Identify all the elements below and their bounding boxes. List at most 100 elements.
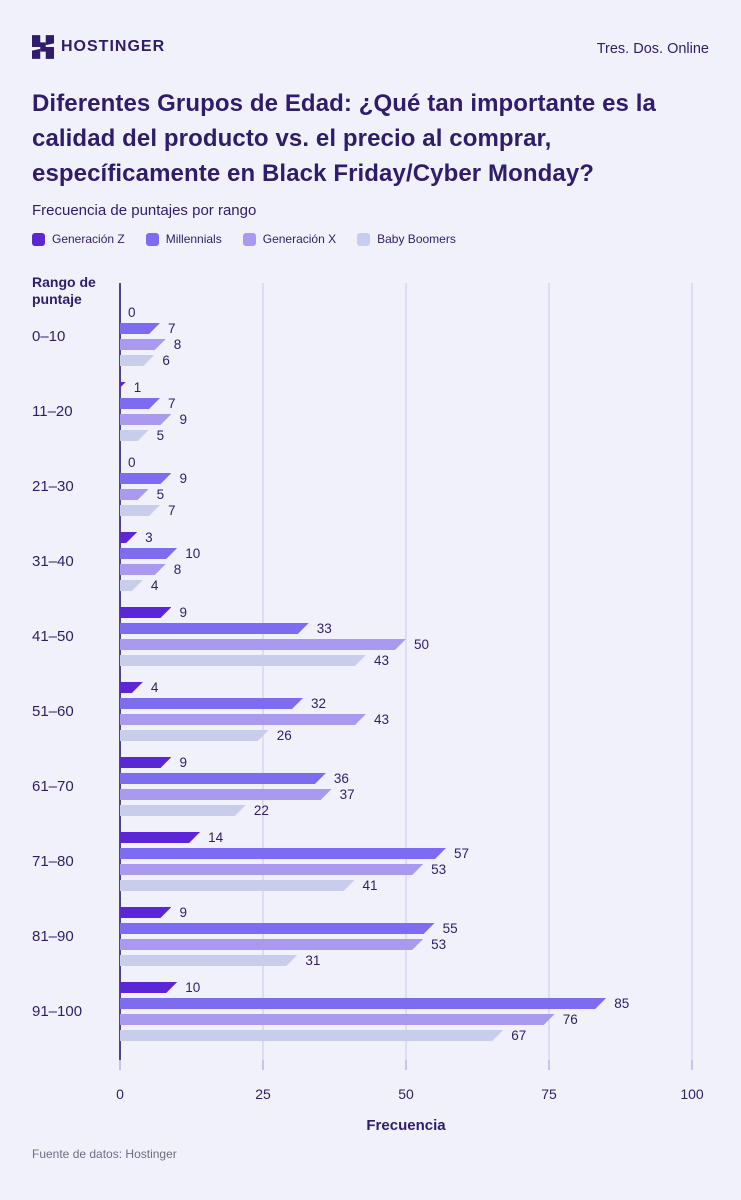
tick-mark: [119, 1060, 121, 1070]
brand-header: HOSTINGER: [32, 35, 165, 59]
bar-value-label: 1: [133, 380, 142, 395]
bar-value-label: 4: [150, 680, 159, 695]
bar-baby-boomers: [120, 580, 143, 591]
category-label: 31–40: [32, 553, 74, 570]
bar-value-label: 9: [179, 905, 187, 920]
bar-generaci-n-z: [120, 607, 171, 618]
category-label: 91–100: [32, 1003, 83, 1020]
legend-item-millennials: Millennials: [145, 232, 222, 246]
bar-value-label: 6: [162, 353, 170, 368]
page-title: Diferentes Grupos de Edad: ¿Qué tan impo…: [32, 90, 656, 187]
bar-generaci-n-x: [120, 639, 406, 650]
bar-value-label: 5: [156, 487, 165, 502]
bar-value-label: 3: [145, 530, 153, 545]
bar-value-label: 14: [208, 830, 224, 845]
bar-value-label: 9: [179, 755, 187, 770]
bar-value-label: 37: [339, 787, 355, 802]
bar-value-label: 9: [179, 605, 187, 620]
bar-value-label: 33: [316, 621, 332, 636]
bar-value-label: 57: [454, 846, 470, 861]
bar-value-label: 76: [562, 1012, 578, 1027]
category-label: 41–50: [32, 628, 74, 645]
gridline: [262, 283, 264, 1060]
y-axis-line: [119, 283, 121, 1060]
legend-item-generacion-z: Generación Z: [32, 232, 125, 246]
bar-generaci-n-x: [120, 789, 332, 800]
bar-value-label: 32: [311, 696, 327, 711]
legend-label: Generación X: [262, 232, 337, 246]
bar-millennials: [120, 998, 606, 1009]
bar-value-label: 31: [305, 953, 321, 968]
bar-value-label: 5: [156, 428, 165, 443]
bar-millennials: [120, 623, 309, 634]
bar-value-label: 53: [431, 937, 447, 952]
bar-generaci-n-z: [120, 982, 177, 993]
bar-value-label: 53: [431, 862, 447, 877]
gridline: [405, 283, 407, 1060]
bar-value-label: 7: [168, 503, 176, 518]
y-axis-title: Rango de puntaje: [32, 274, 96, 307]
category-label: 61–70: [32, 778, 74, 795]
bar-value-label: 8: [173, 337, 182, 352]
bar-baby-boomers: [120, 880, 355, 891]
bar-baby-boomers: [120, 955, 297, 966]
bar-baby-boomers: [120, 730, 269, 741]
bar-generaci-n-z: [120, 907, 171, 918]
bar-value-label: 0: [128, 305, 136, 320]
chart-legend: Generación Z Millennials Generación X Ba…: [32, 232, 456, 246]
tick-mark: [548, 1060, 550, 1070]
bar-generaci-n-z: [120, 682, 143, 693]
legend-label: Baby Boomers: [377, 232, 456, 246]
bar-value-label: 7: [168, 396, 176, 411]
legend-label: Generación Z: [52, 232, 125, 246]
hostinger-logo-icon: [32, 35, 54, 59]
tick-label: 75: [541, 1086, 557, 1102]
legend-item-generacion-x: Generación X: [242, 232, 337, 246]
tick-label: 100: [680, 1086, 704, 1102]
legend-label: Millennials: [165, 232, 222, 246]
bar-value-label: 10: [185, 980, 201, 995]
bar-generaci-n-x: [120, 1014, 555, 1025]
bar-value-label: 67: [511, 1028, 527, 1043]
bar-generaci-n-z: [120, 832, 200, 843]
bar-value-label: 43: [373, 712, 389, 727]
bar-generaci-n-x: [120, 939, 423, 950]
bar-value-label: 22: [253, 803, 269, 818]
tick-mark: [405, 1060, 407, 1070]
legend-swatch-millennials: [145, 232, 159, 246]
bar-value-label: 9: [179, 412, 187, 427]
bar-value-label: 50: [414, 637, 430, 652]
bar-generaci-n-x: [120, 564, 166, 575]
category-label: 0–10: [32, 328, 66, 345]
bar-value-label: 41: [362, 878, 378, 893]
category-label: 81–90: [32, 928, 74, 945]
bar-millennials: [120, 698, 303, 709]
category-label: 11–20: [32, 403, 73, 420]
bar-value-label: 85: [614, 996, 630, 1011]
bar-baby-boomers: [120, 805, 246, 816]
legend-swatch-generacion-z: [32, 232, 45, 246]
bar-baby-boomers: [120, 430, 149, 441]
bar-generaci-n-x: [120, 714, 366, 725]
bar-generaci-n-z: [120, 382, 126, 393]
bar-value-label: 10: [185, 546, 201, 561]
tick-mark: [691, 1060, 693, 1070]
bar-millennials: [120, 923, 435, 934]
category-label: 51–60: [32, 703, 74, 720]
chart-plot: Rango de puntaje 0 25 50 75 100 0–10 0 7 8 6 11–20…: [0, 270, 741, 1148]
bar-baby-boomers: [120, 505, 160, 516]
bar-value-label: 8: [173, 562, 182, 577]
bar-generaci-n-x: [120, 864, 423, 875]
bar-value-label: 4: [150, 578, 159, 593]
gridline: [548, 283, 550, 1060]
bar-millennials: [120, 473, 171, 484]
bar-value-label: 0: [128, 455, 136, 470]
bar-value-label: 36: [333, 771, 349, 786]
tick-label: 50: [398, 1086, 414, 1102]
brand-wordmark: HOSTINGER: [61, 38, 166, 55]
bar-millennials: [120, 398, 160, 409]
data-source-note: Fuente de datos: Hostinger: [32, 1147, 177, 1161]
bar-millennials: [120, 773, 326, 784]
tick-label: 25: [255, 1086, 271, 1102]
